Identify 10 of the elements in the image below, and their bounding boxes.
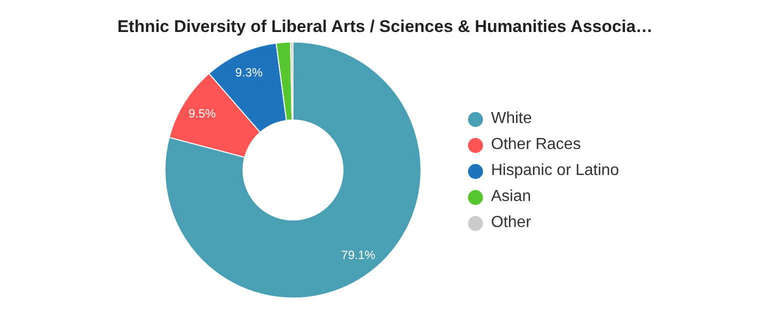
data-label: 9.3% bbox=[235, 65, 263, 80]
donut-slice bbox=[164, 42, 422, 298]
legend-label: Hispanic or Latino bbox=[491, 162, 620, 180]
legend-label: White bbox=[491, 110, 532, 128]
data-label: 9.5% bbox=[188, 106, 216, 121]
legend-label: Other bbox=[491, 214, 532, 232]
data-label: 79.1% bbox=[341, 248, 376, 262]
legend-label: Other Races bbox=[491, 136, 581, 154]
legend-label: Asian bbox=[491, 188, 532, 206]
chart-title: Ethnic Diversity of Liberal Arts / Sciences & Humanities Associa… bbox=[116, 17, 654, 37]
